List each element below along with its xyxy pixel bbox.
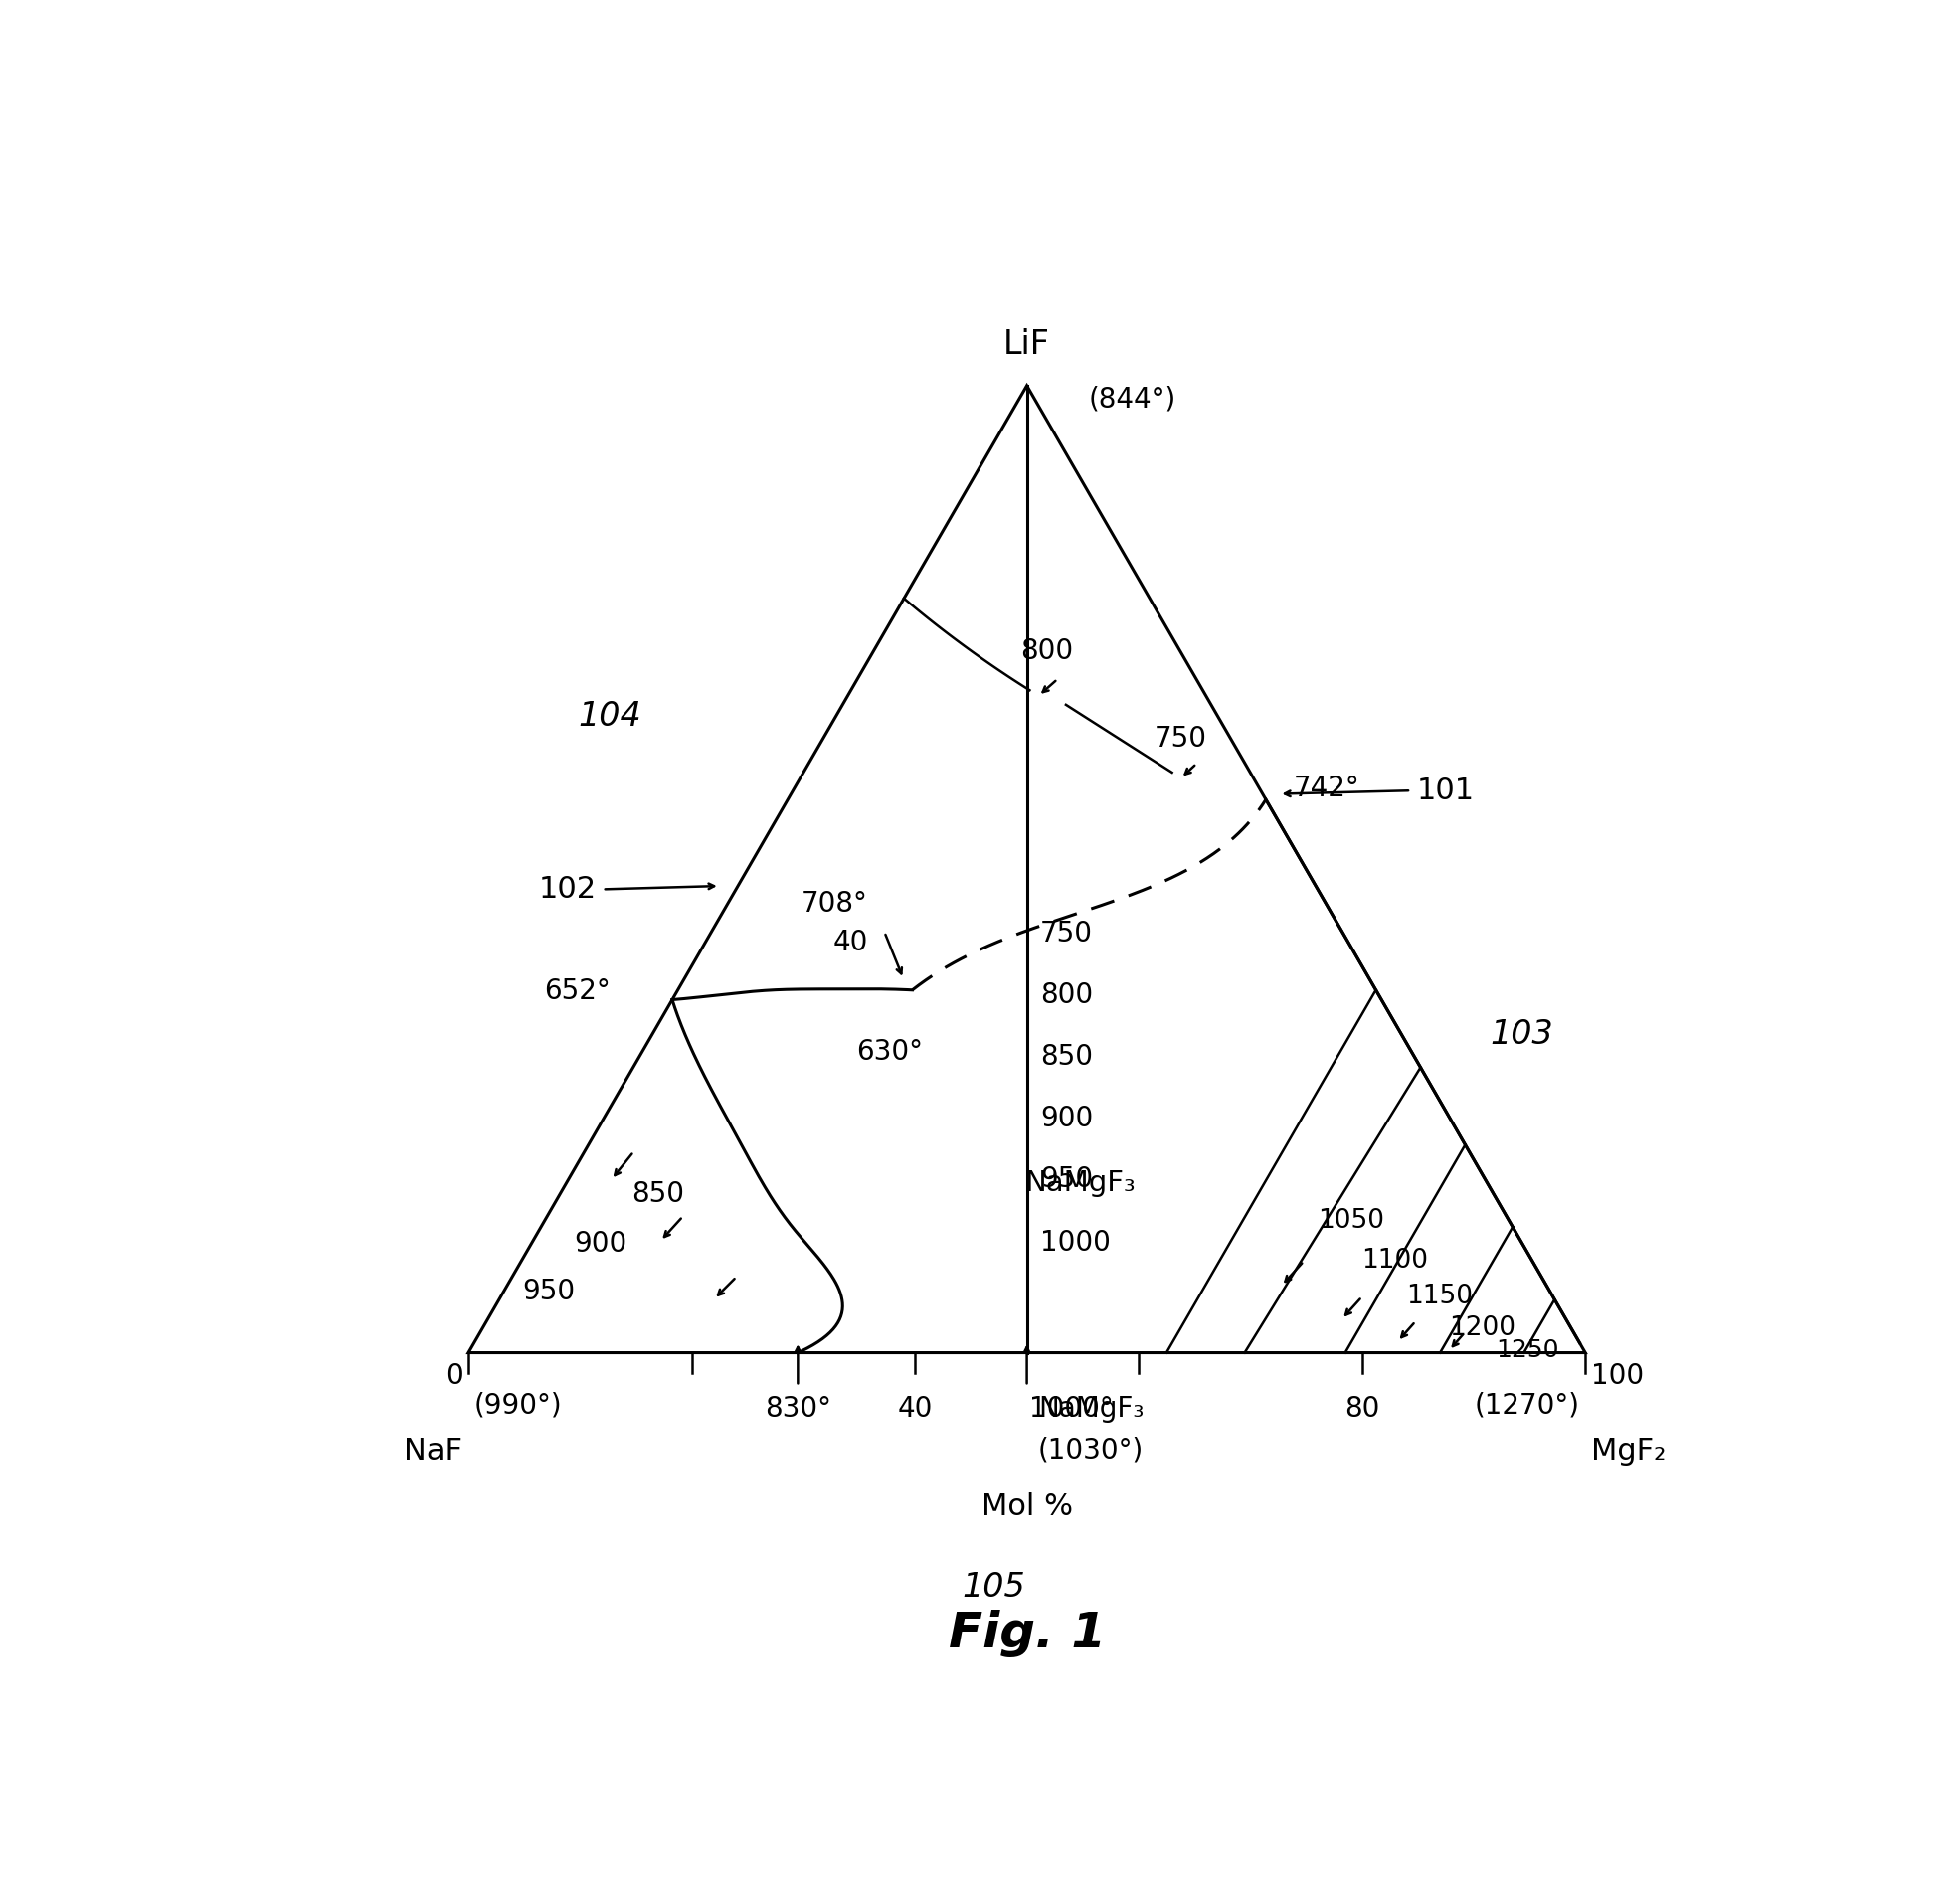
Text: (1270°): (1270°) <box>1474 1391 1580 1420</box>
Text: 850: 850 <box>1041 1042 1094 1070</box>
Text: 0: 0 <box>445 1361 463 1389</box>
Text: 900: 900 <box>1041 1105 1094 1131</box>
Text: 750: 750 <box>1041 921 1094 947</box>
Text: (1030°): (1030°) <box>1039 1437 1145 1463</box>
Text: 103: 103 <box>1490 1017 1554 1051</box>
Text: 101: 101 <box>1417 776 1474 805</box>
Text: 40: 40 <box>833 928 868 957</box>
Text: 40: 40 <box>898 1395 933 1424</box>
Text: 104: 104 <box>578 700 641 733</box>
Text: LiF: LiF <box>1004 328 1051 361</box>
Text: 950: 950 <box>1041 1165 1094 1194</box>
Text: 830°: 830° <box>764 1395 831 1424</box>
Text: NaMgF₃: NaMgF₃ <box>1025 1169 1135 1198</box>
Text: 900: 900 <box>574 1230 627 1258</box>
Text: (990°): (990°) <box>474 1391 563 1420</box>
Text: MgF₂: MgF₂ <box>1592 1437 1666 1465</box>
Text: NaF: NaF <box>404 1437 463 1465</box>
Text: 750: 750 <box>1154 725 1207 752</box>
Text: 950: 950 <box>523 1277 574 1306</box>
Text: 630°: 630° <box>857 1038 923 1065</box>
Text: 1000°: 1000° <box>1029 1395 1113 1424</box>
Text: 850: 850 <box>631 1181 684 1207</box>
Text: 1100: 1100 <box>1362 1249 1429 1274</box>
Text: (844°): (844°) <box>1088 385 1176 414</box>
Text: 102: 102 <box>539 875 598 903</box>
Text: 1200: 1200 <box>1448 1315 1515 1342</box>
Text: 1050: 1050 <box>1317 1207 1384 1234</box>
Text: 1000: 1000 <box>1041 1230 1111 1256</box>
Text: Mol %: Mol % <box>982 1492 1072 1520</box>
Text: 800: 800 <box>1021 638 1074 666</box>
Text: 100: 100 <box>1592 1361 1644 1389</box>
Text: 652°: 652° <box>545 977 612 1004</box>
Text: 800: 800 <box>1041 981 1094 1010</box>
Text: 742°: 742° <box>1294 774 1360 803</box>
Text: 105: 105 <box>962 1570 1025 1604</box>
Text: NaMgF₃: NaMgF₃ <box>1039 1395 1145 1424</box>
Text: 1250: 1250 <box>1495 1338 1558 1363</box>
Text: Fig. 1: Fig. 1 <box>949 1610 1105 1657</box>
Text: 1150: 1150 <box>1407 1283 1474 1310</box>
Text: 80: 80 <box>1345 1395 1380 1424</box>
Text: 708°: 708° <box>802 890 868 917</box>
